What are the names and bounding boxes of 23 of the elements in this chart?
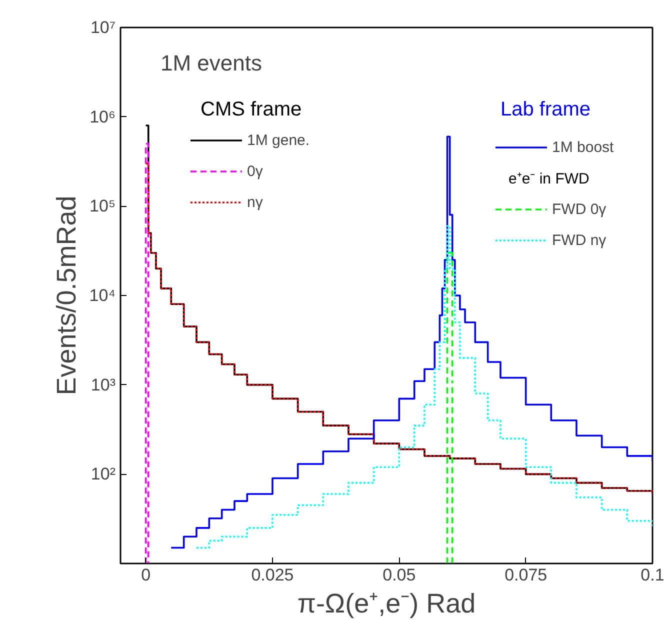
x-tick-label: 0.075 bbox=[504, 566, 548, 584]
legend-label: FWD nγ bbox=[552, 232, 606, 248]
y-tick-label: 10⁴ bbox=[89, 286, 116, 305]
y-tick-label: 10⁷ bbox=[90, 18, 116, 37]
legend-label: 0γ bbox=[247, 162, 264, 180]
annotation: CMS frame bbox=[200, 98, 302, 120]
y-tick-label: 10⁵ bbox=[90, 196, 116, 216]
legend-label: nγ bbox=[247, 194, 264, 210]
legend-label: 1M gene. bbox=[247, 132, 310, 148]
x-axis-title: π-Ω(e⁺,e⁻) Rad bbox=[297, 588, 476, 618]
annotation: Lab frame bbox=[500, 98, 591, 120]
x-tick-label: 0.025 bbox=[251, 566, 294, 584]
annotation: e⁺e⁻ in FWD bbox=[508, 170, 590, 188]
y-tick-label: 10² bbox=[90, 464, 116, 484]
legend-label: FWD 0γ bbox=[552, 200, 606, 218]
y-axis-title: Events/0.5mRad bbox=[51, 196, 82, 396]
y-tick-label: 10⁶ bbox=[90, 107, 116, 126]
x-tick-label: 0 bbox=[141, 566, 151, 584]
x-tick-label: 0.05 bbox=[382, 566, 416, 584]
y-tick-label: 10³ bbox=[90, 375, 116, 394]
legend-label: 1M boost bbox=[552, 138, 614, 156]
x-tick-label: 0.1 bbox=[640, 566, 664, 584]
text: 1M events bbox=[160, 50, 262, 76]
